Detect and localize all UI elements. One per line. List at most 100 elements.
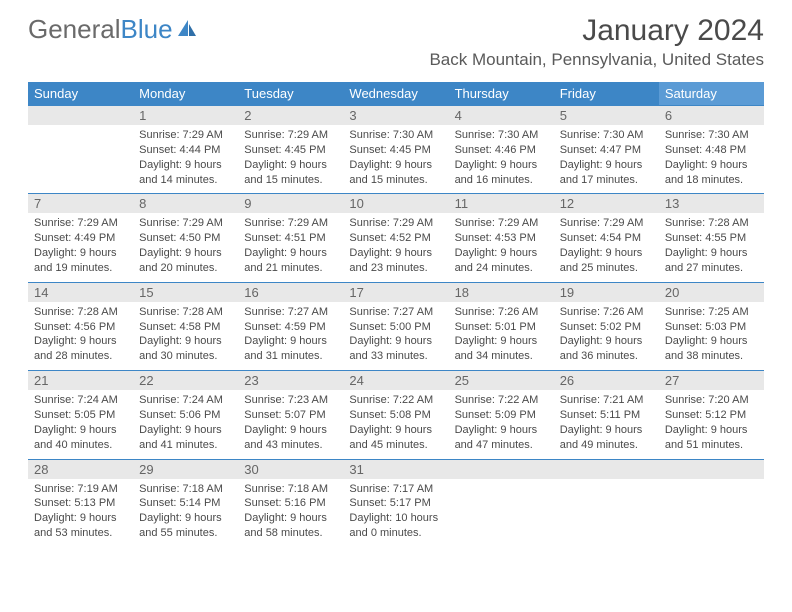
- day-content-cell: Sunrise: 7:30 AMSunset: 4:47 PMDaylight:…: [554, 125, 659, 194]
- sunset-text: Sunset: 4:51 PM: [244, 231, 337, 246]
- daylight-text-1: Daylight: 9 hours: [455, 423, 548, 438]
- day-content-cell: Sunrise: 7:29 AMSunset: 4:54 PMDaylight:…: [554, 213, 659, 282]
- day-content-cell: Sunrise: 7:29 AMSunset: 4:49 PMDaylight:…: [28, 213, 133, 282]
- logo-sail-icon: [176, 14, 198, 45]
- daylight-text-1: Daylight: 9 hours: [244, 334, 337, 349]
- daylight-text-2: and 28 minutes.: [34, 349, 127, 364]
- sunrise-text: Sunrise: 7:22 AM: [455, 393, 548, 408]
- sunrise-text: Sunrise: 7:22 AM: [349, 393, 442, 408]
- day-content-cell: [28, 125, 133, 194]
- daylight-text-1: Daylight: 9 hours: [665, 246, 758, 261]
- daylight-text-1: Daylight: 9 hours: [455, 334, 548, 349]
- sunrise-text: Sunrise: 7:28 AM: [139, 305, 232, 320]
- day-number-cell: 19: [554, 282, 659, 302]
- day-content-cell: Sunrise: 7:29 AMSunset: 4:44 PMDaylight:…: [133, 125, 238, 194]
- sunrise-text: Sunrise: 7:29 AM: [560, 216, 653, 231]
- day-content-cell: Sunrise: 7:18 AMSunset: 5:16 PMDaylight:…: [238, 479, 343, 547]
- daylight-text-2: and 33 minutes.: [349, 349, 442, 364]
- daylight-text-2: and 14 minutes.: [139, 173, 232, 188]
- logo-text-blue: Blue: [121, 14, 173, 45]
- daylight-text-1: Daylight: 9 hours: [34, 334, 127, 349]
- day-number-cell: 13: [659, 194, 764, 214]
- sunset-text: Sunset: 5:07 PM: [244, 408, 337, 423]
- day-content-cell: Sunrise: 7:22 AMSunset: 5:09 PMDaylight:…: [449, 390, 554, 459]
- sunrise-text: Sunrise: 7:23 AM: [244, 393, 337, 408]
- sunset-text: Sunset: 5:14 PM: [139, 496, 232, 511]
- day-number-cell: 31: [343, 459, 448, 479]
- day-content-cell: Sunrise: 7:26 AMSunset: 5:02 PMDaylight:…: [554, 302, 659, 371]
- day-number-cell: 8: [133, 194, 238, 214]
- daylight-text-2: and 19 minutes.: [34, 261, 127, 276]
- week-row-numbers: 21222324252627: [28, 371, 764, 391]
- daylight-text-2: and 30 minutes.: [139, 349, 232, 364]
- daylight-text-1: Daylight: 9 hours: [665, 334, 758, 349]
- daylight-text-1: Daylight: 9 hours: [139, 158, 232, 173]
- daylight-text-2: and 20 minutes.: [139, 261, 232, 276]
- sunset-text: Sunset: 5:11 PM: [560, 408, 653, 423]
- daylight-text-1: Daylight: 9 hours: [349, 334, 442, 349]
- sunrise-text: Sunrise: 7:25 AM: [665, 305, 758, 320]
- day-number-cell: [449, 459, 554, 479]
- day-number-cell: 7: [28, 194, 133, 214]
- sunset-text: Sunset: 4:55 PM: [665, 231, 758, 246]
- sunrise-text: Sunrise: 7:29 AM: [349, 216, 442, 231]
- day-number-cell: 23: [238, 371, 343, 391]
- day-content-cell: Sunrise: 7:28 AMSunset: 4:56 PMDaylight:…: [28, 302, 133, 371]
- week-row-content: Sunrise: 7:24 AMSunset: 5:05 PMDaylight:…: [28, 390, 764, 459]
- day-number-cell: 29: [133, 459, 238, 479]
- day-number-cell: 6: [659, 106, 764, 126]
- day-number-cell: 5: [554, 106, 659, 126]
- daylight-text-1: Daylight: 9 hours: [349, 158, 442, 173]
- sunrise-text: Sunrise: 7:27 AM: [244, 305, 337, 320]
- day-content-cell: Sunrise: 7:24 AMSunset: 5:05 PMDaylight:…: [28, 390, 133, 459]
- daylight-text-2: and 36 minutes.: [560, 349, 653, 364]
- day-header-row: Sunday Monday Tuesday Wednesday Thursday…: [28, 82, 764, 106]
- sunrise-text: Sunrise: 7:17 AM: [349, 482, 442, 497]
- daylight-text-1: Daylight: 9 hours: [139, 334, 232, 349]
- week-row-numbers: 78910111213: [28, 194, 764, 214]
- sunset-text: Sunset: 5:12 PM: [665, 408, 758, 423]
- day-number-cell: 11: [449, 194, 554, 214]
- day-content-cell: Sunrise: 7:27 AMSunset: 5:00 PMDaylight:…: [343, 302, 448, 371]
- daylight-text-1: Daylight: 9 hours: [34, 246, 127, 261]
- daylight-text-1: Daylight: 9 hours: [349, 246, 442, 261]
- day-content-cell: Sunrise: 7:21 AMSunset: 5:11 PMDaylight:…: [554, 390, 659, 459]
- day-content-cell: Sunrise: 7:24 AMSunset: 5:06 PMDaylight:…: [133, 390, 238, 459]
- day-content-cell: Sunrise: 7:29 AMSunset: 4:50 PMDaylight:…: [133, 213, 238, 282]
- day-number-cell: 9: [238, 194, 343, 214]
- daylight-text-2: and 41 minutes.: [139, 438, 232, 453]
- sunrise-text: Sunrise: 7:29 AM: [34, 216, 127, 231]
- day-number-cell: 22: [133, 371, 238, 391]
- day-number-cell: 25: [449, 371, 554, 391]
- day-number-cell: 15: [133, 282, 238, 302]
- day-number-cell: 24: [343, 371, 448, 391]
- daylight-text-2: and 34 minutes.: [455, 349, 548, 364]
- sunrise-text: Sunrise: 7:28 AM: [665, 216, 758, 231]
- daylight-text-2: and 27 minutes.: [665, 261, 758, 276]
- daylight-text-2: and 21 minutes.: [244, 261, 337, 276]
- sunrise-text: Sunrise: 7:21 AM: [560, 393, 653, 408]
- day-number-cell: 10: [343, 194, 448, 214]
- logo-text-general: General: [28, 14, 121, 45]
- daylight-text-1: Daylight: 9 hours: [244, 423, 337, 438]
- sunset-text: Sunset: 5:13 PM: [34, 496, 127, 511]
- day-content-cell: Sunrise: 7:22 AMSunset: 5:08 PMDaylight:…: [343, 390, 448, 459]
- sunrise-text: Sunrise: 7:28 AM: [34, 305, 127, 320]
- sunrise-text: Sunrise: 7:20 AM: [665, 393, 758, 408]
- daylight-text-1: Daylight: 9 hours: [244, 511, 337, 526]
- week-row-content: Sunrise: 7:29 AMSunset: 4:44 PMDaylight:…: [28, 125, 764, 194]
- day-number-cell: 17: [343, 282, 448, 302]
- day-number-cell: 16: [238, 282, 343, 302]
- day-content-cell: Sunrise: 7:17 AMSunset: 5:17 PMDaylight:…: [343, 479, 448, 547]
- sunrise-text: Sunrise: 7:26 AM: [455, 305, 548, 320]
- logo: GeneralBlue: [28, 14, 198, 45]
- week-row-numbers: 28293031: [28, 459, 764, 479]
- daylight-text-1: Daylight: 9 hours: [139, 246, 232, 261]
- daylight-text-2: and 38 minutes.: [665, 349, 758, 364]
- day-number-cell: 26: [554, 371, 659, 391]
- daylight-text-1: Daylight: 9 hours: [244, 246, 337, 261]
- sunrise-text: Sunrise: 7:30 AM: [665, 128, 758, 143]
- day-content-cell: Sunrise: 7:19 AMSunset: 5:13 PMDaylight:…: [28, 479, 133, 547]
- day-content-cell: Sunrise: 7:23 AMSunset: 5:07 PMDaylight:…: [238, 390, 343, 459]
- sunrise-text: Sunrise: 7:29 AM: [139, 128, 232, 143]
